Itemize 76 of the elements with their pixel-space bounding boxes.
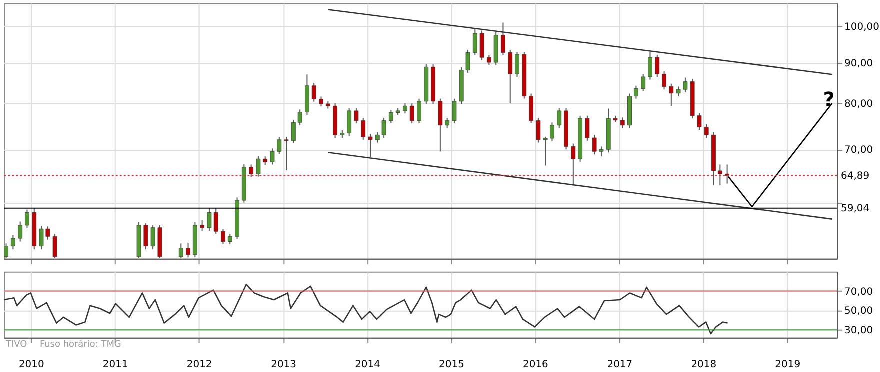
candlestick <box>620 117 625 129</box>
candlestick <box>361 118 366 140</box>
y-tick-label: 80,00 <box>844 99 874 110</box>
text: TIVO <box>4 340 28 350</box>
candlestick <box>256 156 261 178</box>
candlestick <box>536 118 541 144</box>
candlestick <box>515 51 520 78</box>
x-tick-label: 2013 <box>271 359 296 370</box>
candlestick <box>221 228 226 245</box>
x-tick-label: 2019 <box>775 359 801 370</box>
candlestick <box>718 164 722 186</box>
x-tick-label: 2018 <box>691 359 717 370</box>
candlestick <box>354 108 359 124</box>
candlestick <box>508 50 513 104</box>
candlestick <box>347 108 352 137</box>
candlestick <box>291 119 296 144</box>
y-tick-label: 30,00 <box>844 326 874 337</box>
y-tick-label: 70,00 <box>844 286 874 298</box>
ref-line-label: 59,04 <box>841 203 870 214</box>
candlestick <box>452 98 457 124</box>
candlestick <box>319 96 324 108</box>
candlestick <box>557 108 562 129</box>
x-tick-label: 2016 <box>523 359 548 370</box>
x-tick-label: 2015 <box>439 359 464 370</box>
candlestick <box>144 223 148 250</box>
candlestick <box>249 164 254 178</box>
candlestick <box>403 103 408 114</box>
candlestick <box>487 54 492 66</box>
candlestick <box>472 28 478 56</box>
candlestick <box>669 83 674 107</box>
candlestick <box>25 209 30 229</box>
candlestick <box>270 148 275 166</box>
candlestick <box>662 70 666 90</box>
candlestick <box>150 224 156 250</box>
line-series <box>3 284 728 335</box>
candlestick <box>388 110 394 124</box>
candlestick <box>501 22 506 56</box>
candlestick <box>410 103 414 124</box>
ref-line-label: 64,89 <box>841 170 870 182</box>
candlestick <box>298 109 302 126</box>
candlestick <box>228 234 232 245</box>
y-tick-label: 100,00 <box>844 22 880 34</box>
text: Fuso horário: TMG <box>40 338 122 350</box>
candlestick <box>200 220 205 232</box>
x-tick-label: 2011 <box>102 359 128 370</box>
candlestick <box>676 86 681 97</box>
candlestick <box>585 115 590 142</box>
y-tick-label: 50,00 <box>844 306 874 318</box>
candlestick <box>277 136 282 155</box>
x-tick-label: 2010 <box>18 359 44 370</box>
candlestick <box>445 118 450 129</box>
candlestick <box>18 221 23 242</box>
candlestick <box>592 134 597 156</box>
x-tick-label: 2017 <box>607 359 633 370</box>
candlestick <box>683 77 688 94</box>
candlestick <box>641 74 646 92</box>
x-tick-label: 2014 <box>355 359 380 370</box>
x-tick-label: 2012 <box>186 359 212 370</box>
candlestick <box>550 122 554 142</box>
candlestick <box>725 164 730 184</box>
candlestick <box>207 208 212 232</box>
annotation: ? <box>823 87 835 112</box>
candlestick <box>214 208 218 235</box>
candlestick <box>11 234 16 250</box>
candlestick <box>543 136 548 166</box>
candlestick <box>634 85 638 100</box>
candlestick <box>312 82 316 102</box>
y-tick-label: 90,00 <box>844 58 874 70</box>
candlestick <box>655 54 660 78</box>
y-tick-label: 70,00 <box>844 145 874 156</box>
candlestick <box>438 98 443 152</box>
candlestick <box>599 146 604 158</box>
candlestick <box>704 124 709 139</box>
candlestick <box>697 112 702 130</box>
candlestick <box>284 136 289 171</box>
candlestick <box>417 98 422 124</box>
